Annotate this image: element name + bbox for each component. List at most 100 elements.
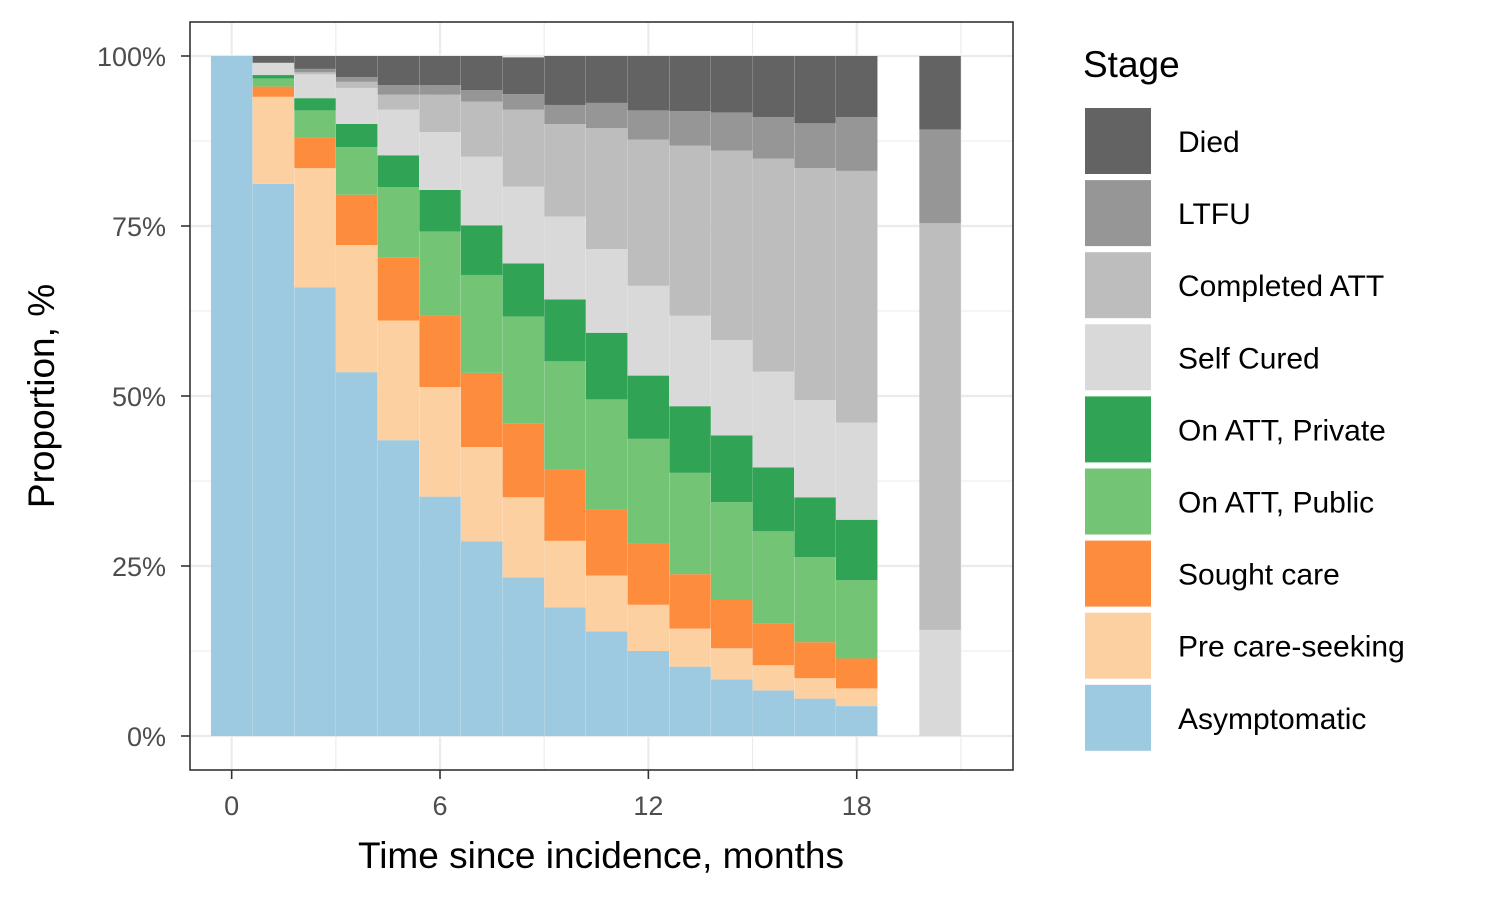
bar-segment-completed-att xyxy=(836,170,878,423)
bar-segment-on-att-public xyxy=(585,399,628,510)
bar-segment-self-cured xyxy=(836,422,878,520)
bar-segment-died xyxy=(752,56,795,118)
bar-segment-completed-att xyxy=(669,145,711,316)
bar-segment-on-att-public xyxy=(752,531,795,624)
bar-segment-pre-care-seeking xyxy=(294,168,336,288)
bar-segment-on-att-private xyxy=(252,75,295,79)
bar-segment-completed-att xyxy=(710,150,753,341)
bar-segment-self-cured xyxy=(294,74,336,99)
legend-title: Stage xyxy=(1083,44,1180,85)
bar-segment-pre-care-seeking xyxy=(419,387,461,497)
bar-segment-completed-att xyxy=(627,139,670,286)
legend-key-died xyxy=(1085,108,1151,174)
legend: Stage Died LTFU Completed ATT Self Cured On … xyxy=(1083,44,1405,751)
x-tick-label: 6 xyxy=(433,791,448,821)
bar-segment-died xyxy=(919,56,961,130)
y-tick-label: 25% xyxy=(112,552,166,582)
bar-segment-ltfu xyxy=(710,112,753,151)
bar-segment-on-att-public xyxy=(836,580,878,659)
legend-label-ltfu: LTFU xyxy=(1178,198,1251,231)
bar-segment-on-att-public xyxy=(377,187,420,258)
legend-label-on-att-public: On ATT, Public xyxy=(1178,487,1374,520)
bar-segment-on-att-private xyxy=(335,124,378,148)
bar-segment-self-cured xyxy=(544,216,586,300)
y-tick-label: 75% xyxy=(112,212,166,242)
bar-segment-self-cured xyxy=(919,629,961,736)
bar-segment-asymptomatic xyxy=(210,56,253,736)
bar-segment-ltfu xyxy=(919,129,961,224)
x-tick-label: 0 xyxy=(224,791,239,821)
bar-segment-ltfu xyxy=(377,85,420,95)
bar-segment-ltfu xyxy=(544,104,586,124)
bar-segment-pre-care-seeking xyxy=(794,678,836,699)
bar-segment-completed-att xyxy=(919,223,961,630)
bar-segment-self-cured xyxy=(460,156,503,226)
bar-segment-on-att-public xyxy=(710,502,753,600)
bar-segment-asymptomatic xyxy=(836,706,878,736)
bar-segment-pre-care-seeking xyxy=(460,447,503,542)
bar-segment-on-att-private xyxy=(836,519,878,581)
x-axis: 0 6 12 18 xyxy=(224,770,872,821)
bar-segment-on-att-private xyxy=(502,263,545,317)
bar-segment-sought-care xyxy=(794,642,836,679)
legend-label-completed-att: Completed ATT xyxy=(1178,270,1384,303)
legend-key-ltfu xyxy=(1085,180,1151,247)
bar-segment-sought-care xyxy=(752,623,795,666)
bar-segment-completed-att xyxy=(377,94,420,110)
legend-key-sought-care xyxy=(1085,540,1151,607)
bar-segment-pre-care-seeking xyxy=(752,665,795,691)
bar-segment-on-att-public xyxy=(460,274,503,373)
bar-segment-on-att-private xyxy=(544,299,586,362)
bar-segment-on-att-public xyxy=(419,231,461,316)
bar-segment-self-cured xyxy=(627,285,670,376)
bar-segment-completed-att xyxy=(460,101,503,157)
bar-segment-self-cured xyxy=(252,62,295,76)
bar-segment-pre-care-seeking xyxy=(377,320,420,441)
bar-segment-on-att-private xyxy=(752,467,795,532)
bar-segment-ltfu xyxy=(460,90,503,102)
bar-segment-self-cured xyxy=(794,400,836,498)
legend-key-on-att-public xyxy=(1085,468,1151,535)
bar-segment-on-att-public xyxy=(669,472,711,575)
legend-key-self-cured xyxy=(1085,324,1151,391)
bar-segment-on-att-private xyxy=(419,189,461,232)
bar-segment-asymptomatic xyxy=(460,541,503,736)
bar-segment-died xyxy=(419,56,461,86)
bar-segment-died xyxy=(377,56,420,86)
bar-segment-self-cured xyxy=(669,315,711,407)
bar-segment-pre-care-seeking xyxy=(710,648,753,680)
bar-segment-ltfu xyxy=(669,111,711,146)
bar-segment-ltfu xyxy=(627,110,670,140)
bar-segment-completed-att xyxy=(294,72,336,75)
bar-segment-on-att-public xyxy=(335,147,378,195)
bar-segment-self-cured xyxy=(502,186,545,264)
bar-segment-asymptomatic xyxy=(669,666,711,736)
bar-segment-on-att-public xyxy=(252,78,295,87)
legend-key-pre-care-seeking xyxy=(1085,612,1151,679)
bar-segment-on-att-private xyxy=(294,98,336,111)
bar-segment-died xyxy=(502,57,545,95)
bar-segment-completed-att xyxy=(794,168,836,401)
bar-segment-sought-care xyxy=(627,543,670,605)
bar-segment-sought-care xyxy=(710,600,753,649)
bar-segment-asymptomatic xyxy=(585,631,628,736)
bar-segment-died xyxy=(460,56,503,90)
bar-segment-ltfu xyxy=(335,77,378,82)
y-tick-label: 50% xyxy=(112,382,166,412)
bar-segment-died xyxy=(335,56,378,78)
bar-segment-pre-care-seeking xyxy=(627,604,670,651)
bar-segment-sought-care xyxy=(585,509,628,576)
bar-segment-sought-care xyxy=(669,574,711,629)
bar-segment-on-att-public xyxy=(544,361,586,470)
x-axis-title: Time since incidence, months xyxy=(358,835,844,876)
bar-segment-asymptomatic xyxy=(377,440,420,736)
bar-segment-completed-att xyxy=(502,109,545,187)
bar-segment-sought-care xyxy=(419,315,461,388)
bar-segment-completed-att xyxy=(335,81,378,88)
bar-segment-on-att-public xyxy=(627,438,670,544)
bar-segment-asymptomatic xyxy=(627,651,670,736)
legend-label-on-att-private: On ATT, Private xyxy=(1178,414,1386,447)
y-axis-title: Proportion, % xyxy=(21,284,62,508)
bar-segment-self-cured xyxy=(585,249,628,333)
bar-segment-pre-care-seeking xyxy=(252,96,295,184)
